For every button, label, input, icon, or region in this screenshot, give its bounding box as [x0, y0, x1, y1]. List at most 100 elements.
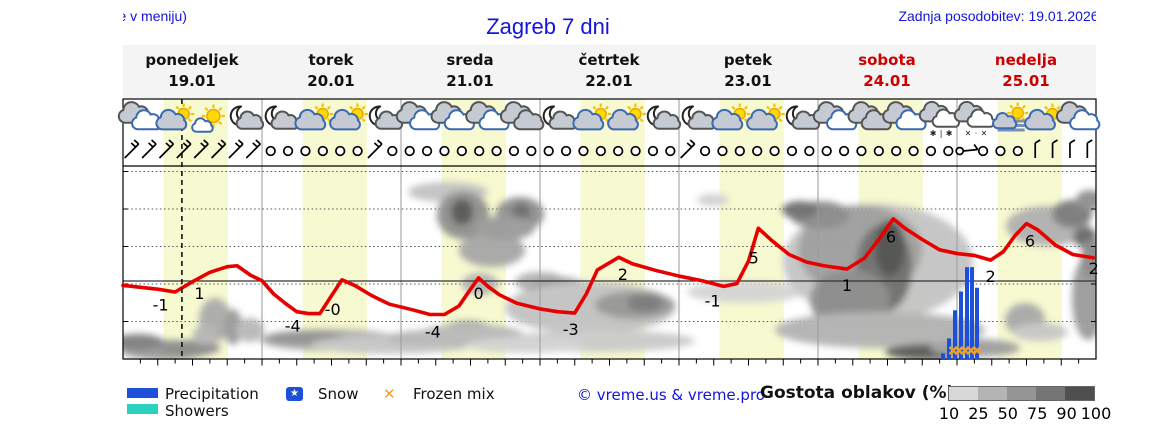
wind-symbol-barb	[141, 139, 157, 159]
svg-text:✕: ✕	[965, 129, 972, 138]
daylight-band	[719, 99, 784, 359]
svg-text:✱: ✱	[946, 129, 953, 138]
wind-symbol-barb	[158, 139, 175, 159]
daylight-band	[302, 99, 367, 359]
wind-symbol-calm	[1012, 145, 1023, 157]
wind-symbol-calm	[543, 145, 554, 157]
wind-symbol-calm	[474, 145, 485, 157]
wind-symbol-calm	[665, 145, 676, 157]
snow-label: Snow	[318, 385, 359, 403]
colorbar-tick: 10	[938, 404, 960, 423]
temperature-value-label: -0	[325, 300, 341, 319]
wind-symbol-calm	[317, 145, 328, 157]
colorbar-tick: 25	[968, 404, 989, 423]
day-header-sreda: sreda 21.01	[446, 51, 494, 90]
showers-label: Showers	[165, 402, 229, 420]
precipitation-label: Precipitation	[165, 385, 259, 403]
wind-symbol-calm	[404, 145, 415, 157]
cloud-blob	[475, 216, 535, 240]
precip-bar	[953, 310, 957, 359]
precipitation-swatch	[127, 388, 158, 398]
wind-symbol-calm	[891, 145, 902, 157]
wind-symbol-calm	[526, 145, 537, 157]
weather-icon-cloudy	[1055, 101, 1101, 131]
frozen-mix-label: Frozen mix	[413, 385, 495, 403]
cloud-density-label: Gostota oblakov (%)	[760, 383, 955, 403]
weather-icon-sleet: ✱ | ✱	[918, 100, 961, 138]
cloud-blob	[512, 203, 530, 221]
wind-symbol-calm	[943, 145, 954, 157]
day-header-petek: petek 23.01	[723, 51, 773, 90]
weather-icon-partly	[607, 103, 646, 131]
wind-symbol-calm	[456, 145, 467, 157]
colorbar-segment	[1007, 387, 1036, 400]
wind-symbol-calm	[335, 145, 346, 157]
cloud-blob	[451, 199, 473, 225]
snow-swatch-icon: ★	[286, 387, 303, 401]
temperature-value-label: 0	[474, 284, 484, 303]
temperature-value-label: 1	[194, 284, 204, 303]
wind-symbol-barb	[124, 139, 140, 159]
weather-icon-cloudy2	[499, 101, 545, 131]
temperature-value-label: -4	[425, 323, 441, 342]
day-header-nedelja: nedelja 25.01	[994, 51, 1058, 90]
cloud-blob	[193, 325, 217, 345]
page-title: Zagreb 7 dni	[486, 14, 610, 39]
precip-bar	[965, 267, 969, 359]
wind-symbol-calm	[265, 145, 276, 157]
weather-icon-cloudy	[882, 101, 927, 131]
wind-symbol-calm	[752, 145, 763, 157]
colorbar-segment	[978, 387, 1007, 400]
wind-symbol-barb	[1086, 139, 1093, 158]
temperature-value-label: -4	[285, 317, 301, 336]
cloud-blob	[459, 233, 525, 267]
temperature-value-label: -3	[563, 320, 579, 339]
precip-bar	[959, 291, 963, 359]
colorbar-segment	[1036, 387, 1065, 400]
temperature-value-label: 6	[1025, 232, 1035, 251]
wind-symbol-barb	[1051, 139, 1059, 158]
weather-icon-night	[264, 105, 299, 130]
wind-symbol-calm	[699, 145, 711, 157]
wind-symbol-calm	[908, 145, 919, 157]
credit-link[interactable]: © vreme.us & vreme.pro	[577, 386, 765, 404]
wind-symbol-barb	[1034, 139, 1041, 158]
wind-symbol-barb	[1069, 139, 1076, 158]
cloud-blob	[687, 281, 803, 303]
colorbar-segment	[949, 387, 978, 400]
weather-icon-cloudy	[395, 101, 441, 131]
wind-symbol-barb	[193, 139, 209, 159]
wind-symbol-calm	[769, 145, 780, 157]
wind-symbol-calm	[977, 145, 989, 157]
wind-symbol-calm	[995, 145, 1006, 157]
precip-bar	[975, 287, 979, 359]
svg-text:·: ·	[975, 129, 978, 138]
weather-icon-snow: ✕ · ✕	[953, 100, 995, 138]
cloud-blob	[627, 294, 663, 312]
wind-symbol-calm	[560, 145, 572, 157]
weather-icon-night	[229, 105, 265, 130]
temperature-value-label: 6	[886, 227, 896, 246]
weather-icon-night	[681, 105, 716, 130]
weather-icon-cloudy	[465, 101, 510, 131]
wind-symbol-calm	[647, 145, 659, 157]
colorbar-tick: 75	[1027, 404, 1048, 423]
wind-symbol-calm	[387, 145, 398, 157]
wind-symbol-calm	[804, 145, 815, 157]
cloud-density-colorbar	[948, 386, 1095, 401]
wind-symbol-calm	[578, 145, 589, 157]
weather-icon-fogsun	[992, 102, 1029, 132]
precip-bar	[970, 267, 974, 359]
wind-symbol-calm	[838, 145, 850, 157]
svg-text:|: |	[940, 129, 943, 138]
wind-symbol-calm	[421, 145, 433, 157]
cloud-blob	[1012, 323, 1068, 341]
wind-symbol-calm	[352, 145, 363, 157]
wind-symbol-barb	[176, 139, 192, 159]
wind-symbol-calm	[734, 145, 745, 157]
last-update-note: Zadnja posodobitev: 19.01.2026 - 10:10	[898, 8, 1146, 24]
svg-text:✱: ✱	[930, 129, 937, 138]
wind-symbol-calm	[491, 145, 502, 157]
wind-symbol-calm	[821, 145, 832, 157]
